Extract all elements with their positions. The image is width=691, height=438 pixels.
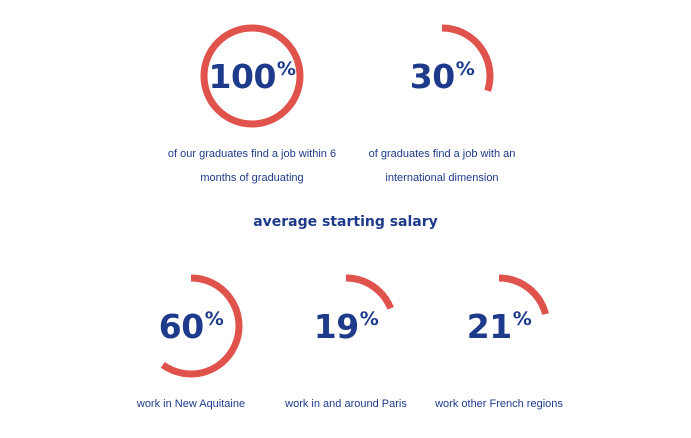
progress-ring-graphic (160, 274, 243, 378)
caption-line: of graduates find a job with an (368, 148, 516, 160)
caption-line: of our graduates find a job within 6 (167, 148, 337, 160)
stat-caption: work in New Aquitaine (91, 392, 291, 416)
progress-ring: 60 % (138, 273, 244, 379)
caption-line: months of graduating (200, 172, 304, 184)
stat-caption: of graduates find a job with an internat… (342, 142, 542, 190)
percent-sign: % (359, 308, 379, 330)
caption-line: work other French regions (435, 398, 563, 410)
percent-sign: % (276, 58, 296, 80)
progress-ring: 19 % (293, 273, 399, 379)
stat-value: 60 % (138, 273, 244, 379)
stat-value: 100 % (199, 23, 305, 129)
progress-ring: 21 % (446, 273, 552, 379)
stat-number: 21 (466, 306, 512, 346)
stat-number: 60 (158, 306, 204, 346)
stat-number: 100 (208, 56, 277, 96)
stat-value: 30 % (389, 23, 495, 129)
progress-ring-graphic (498, 274, 549, 316)
section-heading: average starting salary (253, 214, 438, 230)
progress-ring-graphic (345, 274, 394, 310)
progress-arc (441, 24, 494, 92)
progress-ring-graphic (441, 24, 494, 92)
stat-caption: work other French regions (399, 392, 599, 416)
caption-line: work in New Aquitaine (136, 398, 246, 410)
progress-arc (200, 24, 304, 128)
stat-caption: work in and around Paris (246, 392, 446, 416)
percent-sign: % (455, 58, 475, 80)
stat-number: 19 (313, 306, 359, 346)
percent-sign: % (204, 308, 224, 330)
stat-value: 21 % (446, 273, 552, 379)
percent-sign: % (512, 308, 532, 330)
progress-ring: 30 % (389, 23, 495, 129)
progress-ring-graphic (200, 24, 304, 128)
progress-ring: 100 % (199, 23, 305, 129)
progress-arc (498, 274, 549, 316)
stat-number: 30 (409, 56, 455, 96)
progress-arc (160, 274, 243, 378)
stat-value: 19 % (293, 273, 399, 379)
caption-line: international dimension (385, 172, 499, 184)
progress-arc (345, 274, 394, 310)
stat-caption: of our graduates find a job within 6 mon… (152, 142, 352, 190)
caption-line: work in and around Paris (285, 398, 407, 410)
